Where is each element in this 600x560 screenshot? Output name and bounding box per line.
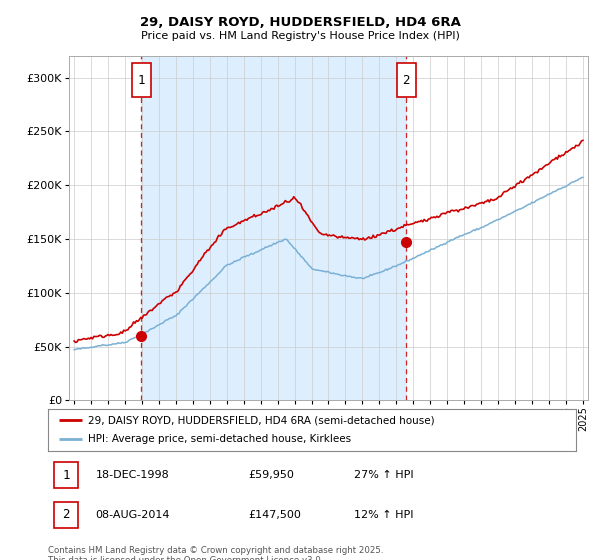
Text: 12% ↑ HPI: 12% ↑ HPI — [354, 510, 414, 520]
Text: HPI: Average price, semi-detached house, Kirklees: HPI: Average price, semi-detached house,… — [88, 435, 351, 445]
Text: Contains HM Land Registry data © Crown copyright and database right 2025.
This d: Contains HM Land Registry data © Crown c… — [48, 546, 383, 560]
FancyBboxPatch shape — [55, 462, 78, 488]
Text: 27% ↑ HPI: 27% ↑ HPI — [354, 470, 414, 480]
Bar — [141, 56, 406, 400]
FancyBboxPatch shape — [397, 63, 416, 97]
Text: £147,500: £147,500 — [248, 510, 302, 520]
Text: 29, DAISY ROYD, HUDDERSFIELD, HD4 6RA: 29, DAISY ROYD, HUDDERSFIELD, HD4 6RA — [140, 16, 460, 29]
FancyBboxPatch shape — [55, 502, 78, 528]
Text: 08-AUG-2014: 08-AUG-2014 — [95, 510, 170, 520]
Text: 2: 2 — [403, 73, 410, 87]
Text: 18-DEC-1998: 18-DEC-1998 — [95, 470, 169, 480]
Text: 2: 2 — [62, 508, 70, 521]
Text: 1: 1 — [62, 469, 70, 482]
Text: Price paid vs. HM Land Registry's House Price Index (HPI): Price paid vs. HM Land Registry's House … — [140, 31, 460, 41]
FancyBboxPatch shape — [132, 63, 151, 97]
Text: £59,950: £59,950 — [248, 470, 295, 480]
Text: 29, DAISY ROYD, HUDDERSFIELD, HD4 6RA (semi-detached house): 29, DAISY ROYD, HUDDERSFIELD, HD4 6RA (s… — [88, 415, 434, 425]
Text: 1: 1 — [137, 73, 145, 87]
